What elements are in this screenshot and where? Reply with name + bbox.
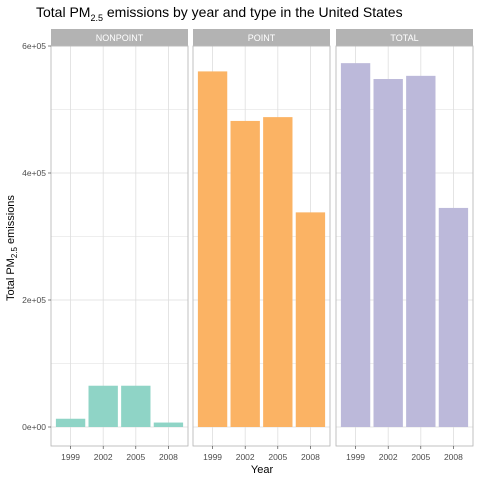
y-tick-label: 2e+05 [22, 295, 46, 305]
facet-border [335, 45, 474, 447]
facet-label: NONPOINT [96, 33, 144, 43]
bar-point-2008 [295, 212, 326, 427]
chart-title: Total PM2.5 emissions by year and type i… [36, 4, 403, 23]
bar-point-1999 [197, 71, 228, 428]
facet-strip [51, 29, 188, 46]
x-tick-label: 2008 [444, 452, 463, 462]
bar-total-2002 [373, 79, 403, 428]
facet-border [192, 45, 331, 447]
facet-panel [51, 46, 188, 446]
x-tick-label: 2005 [268, 452, 287, 462]
x-tick-label: 2008 [159, 452, 178, 462]
facet-border [50, 45, 189, 447]
bar-total-2005 [406, 75, 436, 427]
x-tick-label: 2002 [236, 452, 255, 462]
x-tick-label: 2005 [126, 452, 145, 462]
x-tick-label: 1999 [203, 452, 222, 462]
y-axis-label-subscript: 2.5 [10, 247, 20, 259]
x-tick-label: 2002 [94, 452, 113, 462]
y-axis-label: Total PM2.5 emissions [5, 173, 21, 323]
bar-point-2002 [230, 120, 260, 428]
bar-total-2008 [438, 207, 469, 427]
facet-strip [193, 29, 330, 46]
y-axis-label-prefix: Total PM [5, 258, 17, 301]
x-axis-label: Year [251, 464, 274, 476]
x-tick-label: 2008 [301, 452, 320, 462]
facet-strip [336, 29, 473, 46]
bar-nonpoint-2002 [88, 385, 118, 427]
facet-label: TOTAL [390, 33, 418, 43]
bar-nonpoint-1999 [55, 418, 86, 427]
x-tick-label: 2002 [379, 452, 398, 462]
bar-point-2005 [263, 117, 293, 428]
x-tick-label: 1999 [61, 452, 80, 462]
y-tick-label: 4e+05 [22, 168, 46, 178]
x-tick-label: 1999 [346, 452, 365, 462]
y-tick-label: 0e+00 [22, 422, 46, 432]
chart-title-suffix: emissions by year and type in the United… [102, 4, 403, 20]
facet-label: POINT [248, 33, 276, 43]
y-tick-label: 6e+05 [22, 41, 46, 51]
bar-nonpoint-2005 [121, 385, 151, 427]
chart-title-subscript: 2.5 [90, 12, 103, 23]
bar-nonpoint-2008 [153, 422, 184, 427]
y-axis-label-suffix: emissions [5, 195, 17, 248]
bar-total-1999 [340, 63, 371, 428]
x-tick-label: 2005 [411, 452, 430, 462]
chart-title-prefix: Total PM [36, 4, 91, 20]
